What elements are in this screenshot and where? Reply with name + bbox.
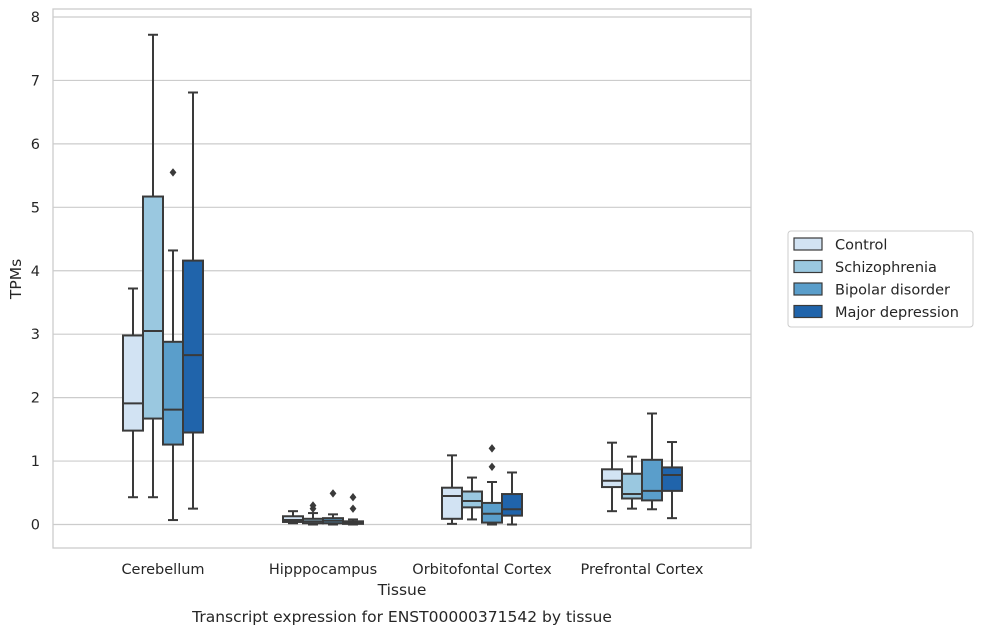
y-tick-label: 1 xyxy=(31,454,40,470)
y-tick-labels: 0 1 2 3 4 5 6 7 8 xyxy=(31,10,40,534)
legend-swatch xyxy=(793,304,823,319)
y-tick-label: 8 xyxy=(31,10,40,26)
y-tick-label: 7 xyxy=(31,73,40,89)
y-tick-label: 0 xyxy=(31,518,40,534)
box-bipolar-disorder xyxy=(162,168,184,522)
box-body xyxy=(182,259,204,434)
y-tick-label: 3 xyxy=(31,327,40,343)
plot-area-frame xyxy=(52,8,752,549)
legend-label: Major depression xyxy=(835,305,959,321)
box-bipolar-disorder xyxy=(322,489,344,526)
y-tick-label: 5 xyxy=(31,200,40,216)
x-tick-labels: Cerebellum Hipppocampus Orbitofontal Corte… xyxy=(121,562,703,578)
box-major-depression xyxy=(182,91,204,510)
legend-label: Schizophrenia xyxy=(835,260,937,276)
y-tick-label: 6 xyxy=(31,137,40,153)
box-major-depression xyxy=(342,493,364,526)
outlier-point xyxy=(169,168,177,177)
legend-swatch xyxy=(793,259,823,274)
x-tick-label: Hipppocampus xyxy=(269,562,377,578)
outlier-point xyxy=(488,444,496,453)
legend-swatch xyxy=(793,282,823,296)
legend-label: Control xyxy=(835,238,887,254)
outlier-point xyxy=(329,489,337,498)
box-body xyxy=(641,458,663,502)
box-body xyxy=(441,486,463,520)
outlier-point xyxy=(349,504,357,513)
chart-caption: Transcript expression for ENST0000037154… xyxy=(191,608,612,626)
legend-frame xyxy=(787,230,974,328)
plot-area-background xyxy=(53,9,751,548)
x-tick-label: Orbitofontal Cortex xyxy=(412,562,552,578)
x-axis-label: Tissue xyxy=(377,581,427,599)
y-tick-label: 4 xyxy=(31,264,40,280)
legend-label: Bipolar disorder xyxy=(835,283,950,299)
legend-swatch xyxy=(793,237,823,251)
box-groups xyxy=(122,33,683,526)
box-major-depression xyxy=(661,441,683,520)
outlier-point xyxy=(349,493,357,502)
outlier-point xyxy=(488,462,496,471)
y-tick-label: 2 xyxy=(31,391,40,407)
box-major-depression xyxy=(501,471,523,526)
y-axis-label: TPMs xyxy=(7,259,25,300)
box-control xyxy=(441,454,463,525)
box-body xyxy=(142,195,164,420)
x-tick-label: Prefrontal Cortex xyxy=(581,562,704,578)
box-body xyxy=(122,334,144,432)
box-body xyxy=(601,468,623,489)
outlier-point xyxy=(309,501,317,510)
box-schizophrenia xyxy=(142,33,164,499)
box-body xyxy=(162,340,184,446)
legend: Control Schizophrenia Bipolar disorder Majo… xyxy=(787,230,974,328)
box-body xyxy=(461,490,483,509)
box-body xyxy=(501,493,523,517)
x-tick-label: Cerebellum xyxy=(121,562,204,578)
box-schizophrenia xyxy=(461,476,483,521)
box-body xyxy=(661,466,683,492)
